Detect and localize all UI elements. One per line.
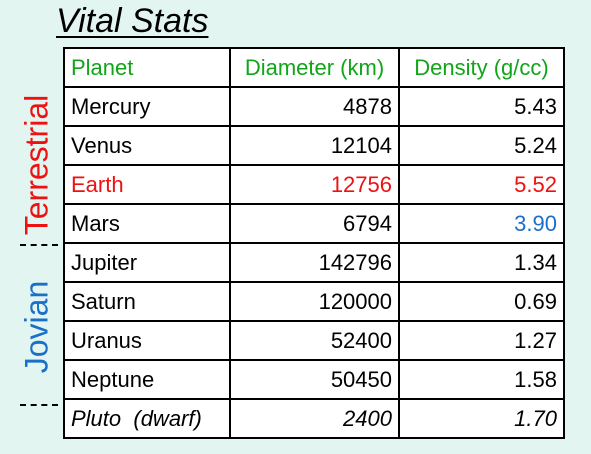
planet-name: Saturn [63, 281, 231, 322]
planet-name: Pluto (dwarf) [63, 398, 231, 439]
group-divider-jovian-dwarf [20, 404, 58, 406]
terrestrial-group-label: Terrestrial [18, 94, 55, 236]
planet-density: 0.69 [398, 281, 565, 322]
planet-stats-table: Planet Diameter (km) Density (g/cc) Merc… [63, 47, 565, 439]
planet-diameter: 120000 [229, 281, 400, 322]
table-row: Pluto (dwarf) 2400 1.70 [63, 398, 565, 439]
planet-diameter: 2400 [229, 398, 400, 439]
table-row: Uranus 52400 1.27 [63, 320, 565, 361]
planet-diameter: 12756 [229, 164, 400, 205]
planet-name: Uranus [63, 320, 231, 361]
planet-name: Venus [63, 125, 231, 166]
planet-name: Mercury [63, 86, 231, 127]
planet-density: 5.43 [398, 86, 565, 127]
table-row: Saturn 120000 0.69 [63, 281, 565, 322]
planet-density: 5.24 [398, 125, 565, 166]
planet-diameter: 142796 [229, 242, 400, 283]
planet-diameter: 52400 [229, 320, 400, 361]
table-row: Venus 12104 5.24 [63, 125, 565, 166]
jovian-group-label: Jovian [18, 280, 55, 374]
planet-density: 3.90 [398, 203, 565, 244]
group-divider-terrestrial-jovian [20, 244, 58, 246]
table-row: Mercury 4878 5.43 [63, 86, 565, 127]
table-header-row: Planet Diameter (km) Density (g/cc) [63, 47, 565, 88]
table-row: Mars 6794 3.90 [63, 203, 565, 244]
planet-diameter: 12104 [229, 125, 400, 166]
planet-density: 1.70 [398, 398, 565, 439]
planet-density: 5.52 [398, 164, 565, 205]
planet-density: 1.58 [398, 359, 565, 400]
planet-density: 1.34 [398, 242, 565, 283]
table-row: Jupiter 142796 1.34 [63, 242, 565, 283]
planet-diameter: 4878 [229, 86, 400, 127]
planet-name: Jupiter [63, 242, 231, 283]
header-diameter: Diameter (km) [229, 47, 400, 88]
planet-diameter: 50450 [229, 359, 400, 400]
table-row: Neptune 50450 1.58 [63, 359, 565, 400]
planet-density: 1.27 [398, 320, 565, 361]
planet-name: Neptune [63, 359, 231, 400]
header-density: Density (g/cc) [398, 47, 565, 88]
table-row: Earth 12756 5.52 [63, 164, 565, 205]
header-planet: Planet [63, 47, 231, 88]
page-title: Vital Stats [56, 2, 209, 40]
planet-name: Mars [63, 203, 231, 244]
planet-diameter: 6794 [229, 203, 400, 244]
planet-name: Earth [63, 164, 231, 205]
